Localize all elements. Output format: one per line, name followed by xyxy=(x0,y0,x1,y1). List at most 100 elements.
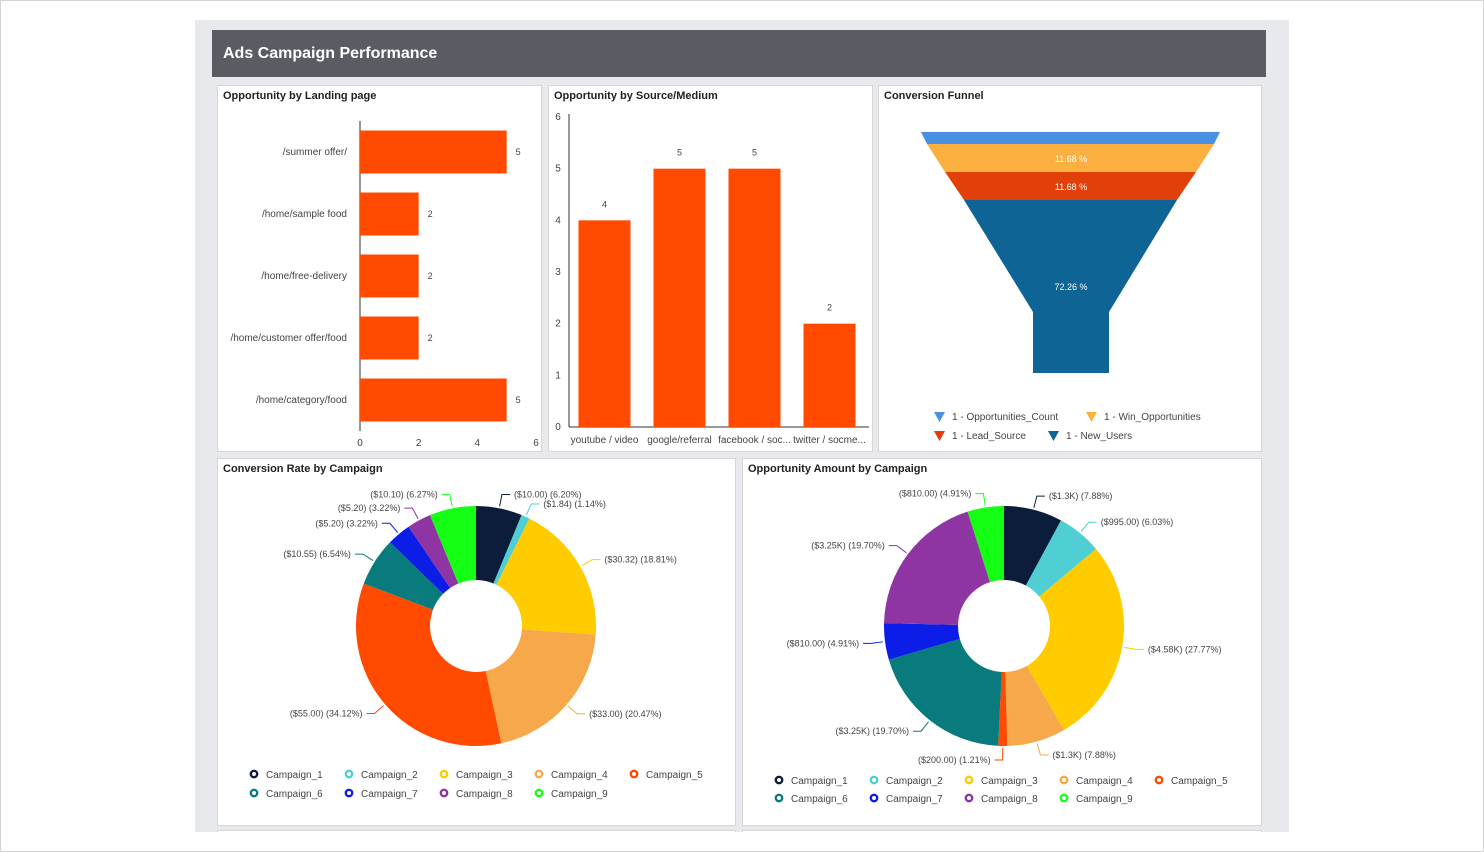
legend-label: Campaign_7 xyxy=(361,789,418,800)
conversion-rate-panel[interactable]: Conversion Rate by Campaign ($10.00) (6.… xyxy=(217,458,736,826)
donut-slice xyxy=(485,629,596,744)
legend-marker xyxy=(1059,775,1069,785)
legend-label: Campaign_9 xyxy=(551,789,608,800)
data-label: 2 xyxy=(827,303,832,313)
data-label: 5 xyxy=(516,147,521,157)
slice-label: ($3.25K) (19.70%) xyxy=(811,541,885,551)
dashboard-title: Ads Campaign Performance xyxy=(223,45,438,62)
source-medium-bar-chart: 0 1 2 3 4 5 6 4 youtube / video 5 google/referral 5… xyxy=(555,112,869,446)
slice-label: ($10.55) (6.54%) xyxy=(283,549,351,559)
slice-label: ($10.10) (6.27%) xyxy=(370,490,438,500)
donut-slice xyxy=(493,514,530,585)
slice-label: ($1.3K) (7.88%) xyxy=(1049,491,1113,501)
y-tick-label: 3 xyxy=(555,267,561,278)
panel-title: Opportunity by Source/Medium xyxy=(554,90,718,102)
donut-slice xyxy=(408,515,459,588)
leader-line xyxy=(1124,646,1144,650)
leader-line xyxy=(581,559,601,566)
slice-label: ($1.3K) (7.88%) xyxy=(1052,750,1116,760)
legend-label: Campaign_4 xyxy=(551,770,608,781)
dashboard-header: Ads Campaign Performance xyxy=(212,30,1266,77)
legend-marker xyxy=(1086,412,1097,422)
landing-page-panel[interactable]: Opportunity by Landing page /summer offe… xyxy=(217,85,542,452)
legend-label: Campaign_2 xyxy=(886,776,943,787)
legend-label: Campaign_8 xyxy=(981,794,1038,805)
slice-label: ($55.00) (34.12%) xyxy=(290,708,363,718)
funnel-stage-label: 11.68 % xyxy=(1055,182,1087,192)
legend-marker xyxy=(774,775,784,785)
legend-marker xyxy=(1048,431,1059,441)
bar xyxy=(578,220,631,427)
legend-marker xyxy=(869,793,879,803)
data-label: 2 xyxy=(428,271,433,281)
donut-slice xyxy=(363,542,444,610)
legend-marker xyxy=(934,412,945,422)
panel-title: Opportunity by Landing page xyxy=(223,90,377,102)
slice-label: ($1.84) (1.14%) xyxy=(543,499,606,509)
slice-label: ($30.32) (18.81%) xyxy=(604,555,677,565)
category-label: youtube / video xyxy=(571,435,639,446)
y-tick-label: 5 xyxy=(555,164,561,175)
legend-marker xyxy=(964,775,974,785)
y-tick-label: 4 xyxy=(555,215,561,226)
legend-label: Campaign_1 xyxy=(791,776,848,787)
legend-marker xyxy=(869,775,879,785)
legend-marker xyxy=(964,793,974,803)
funnel-stage xyxy=(964,200,1177,373)
data-label: 4 xyxy=(602,199,607,209)
slice-label: ($5.20) (3.22%) xyxy=(338,503,401,513)
opportunity-amount-panel[interactable]: Opportunity Amount by Campaign ($1.3K) (… xyxy=(742,458,1262,826)
x-tick-label: 6 xyxy=(533,438,539,449)
landing-page-bar-chart: /summer offer/5/home/sample food 2/home/f… xyxy=(230,121,539,449)
donut-slice xyxy=(967,506,1004,583)
legend-marker xyxy=(344,769,354,779)
category-label: twitter / socme... xyxy=(793,435,866,446)
leader-line xyxy=(1036,743,1049,756)
conversion-funnel-panel[interactable]: Conversion Funnel 11.68 % 11.68 % 72.26 % 1… xyxy=(878,85,1262,452)
legend-label: 1 - Lead_Source xyxy=(952,431,1026,442)
bar xyxy=(360,316,419,360)
source-medium-panel[interactable]: Opportunity by Source/Medium 0 1 2 3 4 5 6 4 you… xyxy=(548,85,873,452)
legend-label: Campaign_5 xyxy=(646,770,703,781)
slice-label: ($4.58K) (27.77%) xyxy=(1148,644,1222,654)
data-label: 5 xyxy=(752,148,757,158)
category-label: /home/free-delivery xyxy=(261,271,347,282)
category-label: google/referral xyxy=(647,435,711,446)
legend-marker xyxy=(534,788,544,798)
leader-line xyxy=(499,494,510,507)
legend-label: Campaign_8 xyxy=(456,789,513,800)
panel-title: Conversion Funnel xyxy=(884,90,984,102)
legend-marker xyxy=(534,769,544,779)
donut-slice xyxy=(998,671,1008,746)
x-tick-label: 0 xyxy=(357,438,363,449)
legend-label: Campaign_1 xyxy=(266,770,323,781)
legend-marker xyxy=(629,769,639,779)
category-label: facebook / soc... xyxy=(718,435,791,446)
bar xyxy=(803,323,856,427)
bar xyxy=(360,130,507,174)
funnel-stage-label: 11.68 % xyxy=(1055,154,1087,164)
leader-line xyxy=(404,507,419,519)
legend-label: 1 - New_Users xyxy=(1066,431,1132,442)
legend-label: Campaign_2 xyxy=(361,770,418,781)
leader-line xyxy=(441,494,453,507)
slice-label: ($33.00) (20.47%) xyxy=(589,709,662,719)
donut-slice xyxy=(496,518,596,635)
category-label: /home/category/food xyxy=(256,395,347,406)
data-label: 2 xyxy=(428,209,433,219)
leader-line xyxy=(913,721,929,732)
donut-slice xyxy=(429,506,476,584)
data-label: 5 xyxy=(677,148,682,158)
next-panel-edge xyxy=(742,830,1262,832)
y-tick-label: 6 xyxy=(555,112,561,123)
slice-label: ($10.00) (6.20%) xyxy=(514,490,582,500)
leader-line xyxy=(975,493,986,506)
slice-label: ($200.00) (1.21%) xyxy=(918,755,991,765)
panel-title: Conversion Rate by Campaign xyxy=(223,463,383,475)
conversion-funnel-chart: 11.68 % 11.68 % 72.26 % 1 - Opportunities_C… xyxy=(921,132,1220,442)
bar xyxy=(360,254,419,298)
category-label: /summer offer/ xyxy=(283,147,347,158)
legend-marker xyxy=(1059,793,1069,803)
donut-slice xyxy=(1005,665,1064,746)
legend-label: Campaign_9 xyxy=(1076,794,1133,805)
